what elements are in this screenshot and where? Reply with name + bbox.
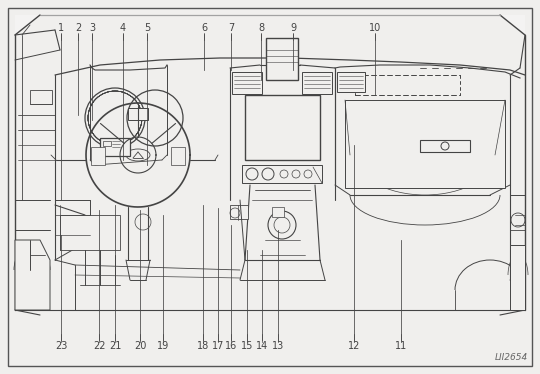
Bar — [171, 147, 185, 165]
Text: 4: 4 — [120, 23, 126, 33]
Polygon shape — [15, 15, 525, 35]
Bar — [91, 147, 105, 165]
Text: 17: 17 — [212, 341, 224, 351]
Bar — [337, 72, 365, 92]
Bar — [420, 140, 470, 152]
Bar — [100, 138, 130, 156]
Bar — [60, 215, 120, 250]
Text: 5: 5 — [144, 23, 150, 33]
Bar — [232, 72, 262, 94]
Text: 14: 14 — [256, 341, 268, 351]
Bar — [242, 165, 322, 183]
Text: 9: 9 — [290, 23, 296, 33]
Text: 18: 18 — [197, 341, 209, 351]
Text: 20: 20 — [134, 341, 146, 351]
Text: 6: 6 — [201, 23, 207, 33]
Text: 13: 13 — [272, 341, 284, 351]
Bar — [230, 205, 248, 219]
Text: 7: 7 — [228, 23, 234, 33]
Text: 15: 15 — [241, 341, 253, 351]
Bar — [345, 100, 505, 188]
Polygon shape — [15, 240, 50, 310]
Text: 11: 11 — [395, 341, 407, 351]
Text: 2: 2 — [75, 23, 81, 33]
Bar — [30, 90, 52, 104]
Text: 16: 16 — [225, 341, 237, 351]
Text: 19: 19 — [157, 341, 169, 351]
Circle shape — [268, 211, 296, 239]
Text: 21: 21 — [109, 341, 121, 351]
Bar — [266, 38, 298, 80]
Text: 8: 8 — [258, 23, 264, 33]
Bar — [103, 141, 111, 146]
Bar — [128, 108, 148, 120]
Text: LII2654: LII2654 — [495, 353, 528, 362]
Text: 1: 1 — [58, 23, 64, 33]
Text: 10: 10 — [369, 23, 381, 33]
Text: 3: 3 — [89, 23, 95, 33]
Text: 23: 23 — [55, 341, 67, 351]
Text: 12: 12 — [348, 341, 360, 351]
Bar — [302, 72, 332, 94]
Bar — [245, 95, 320, 160]
Polygon shape — [510, 245, 525, 310]
Text: 22: 22 — [93, 341, 105, 351]
Bar — [272, 207, 284, 217]
